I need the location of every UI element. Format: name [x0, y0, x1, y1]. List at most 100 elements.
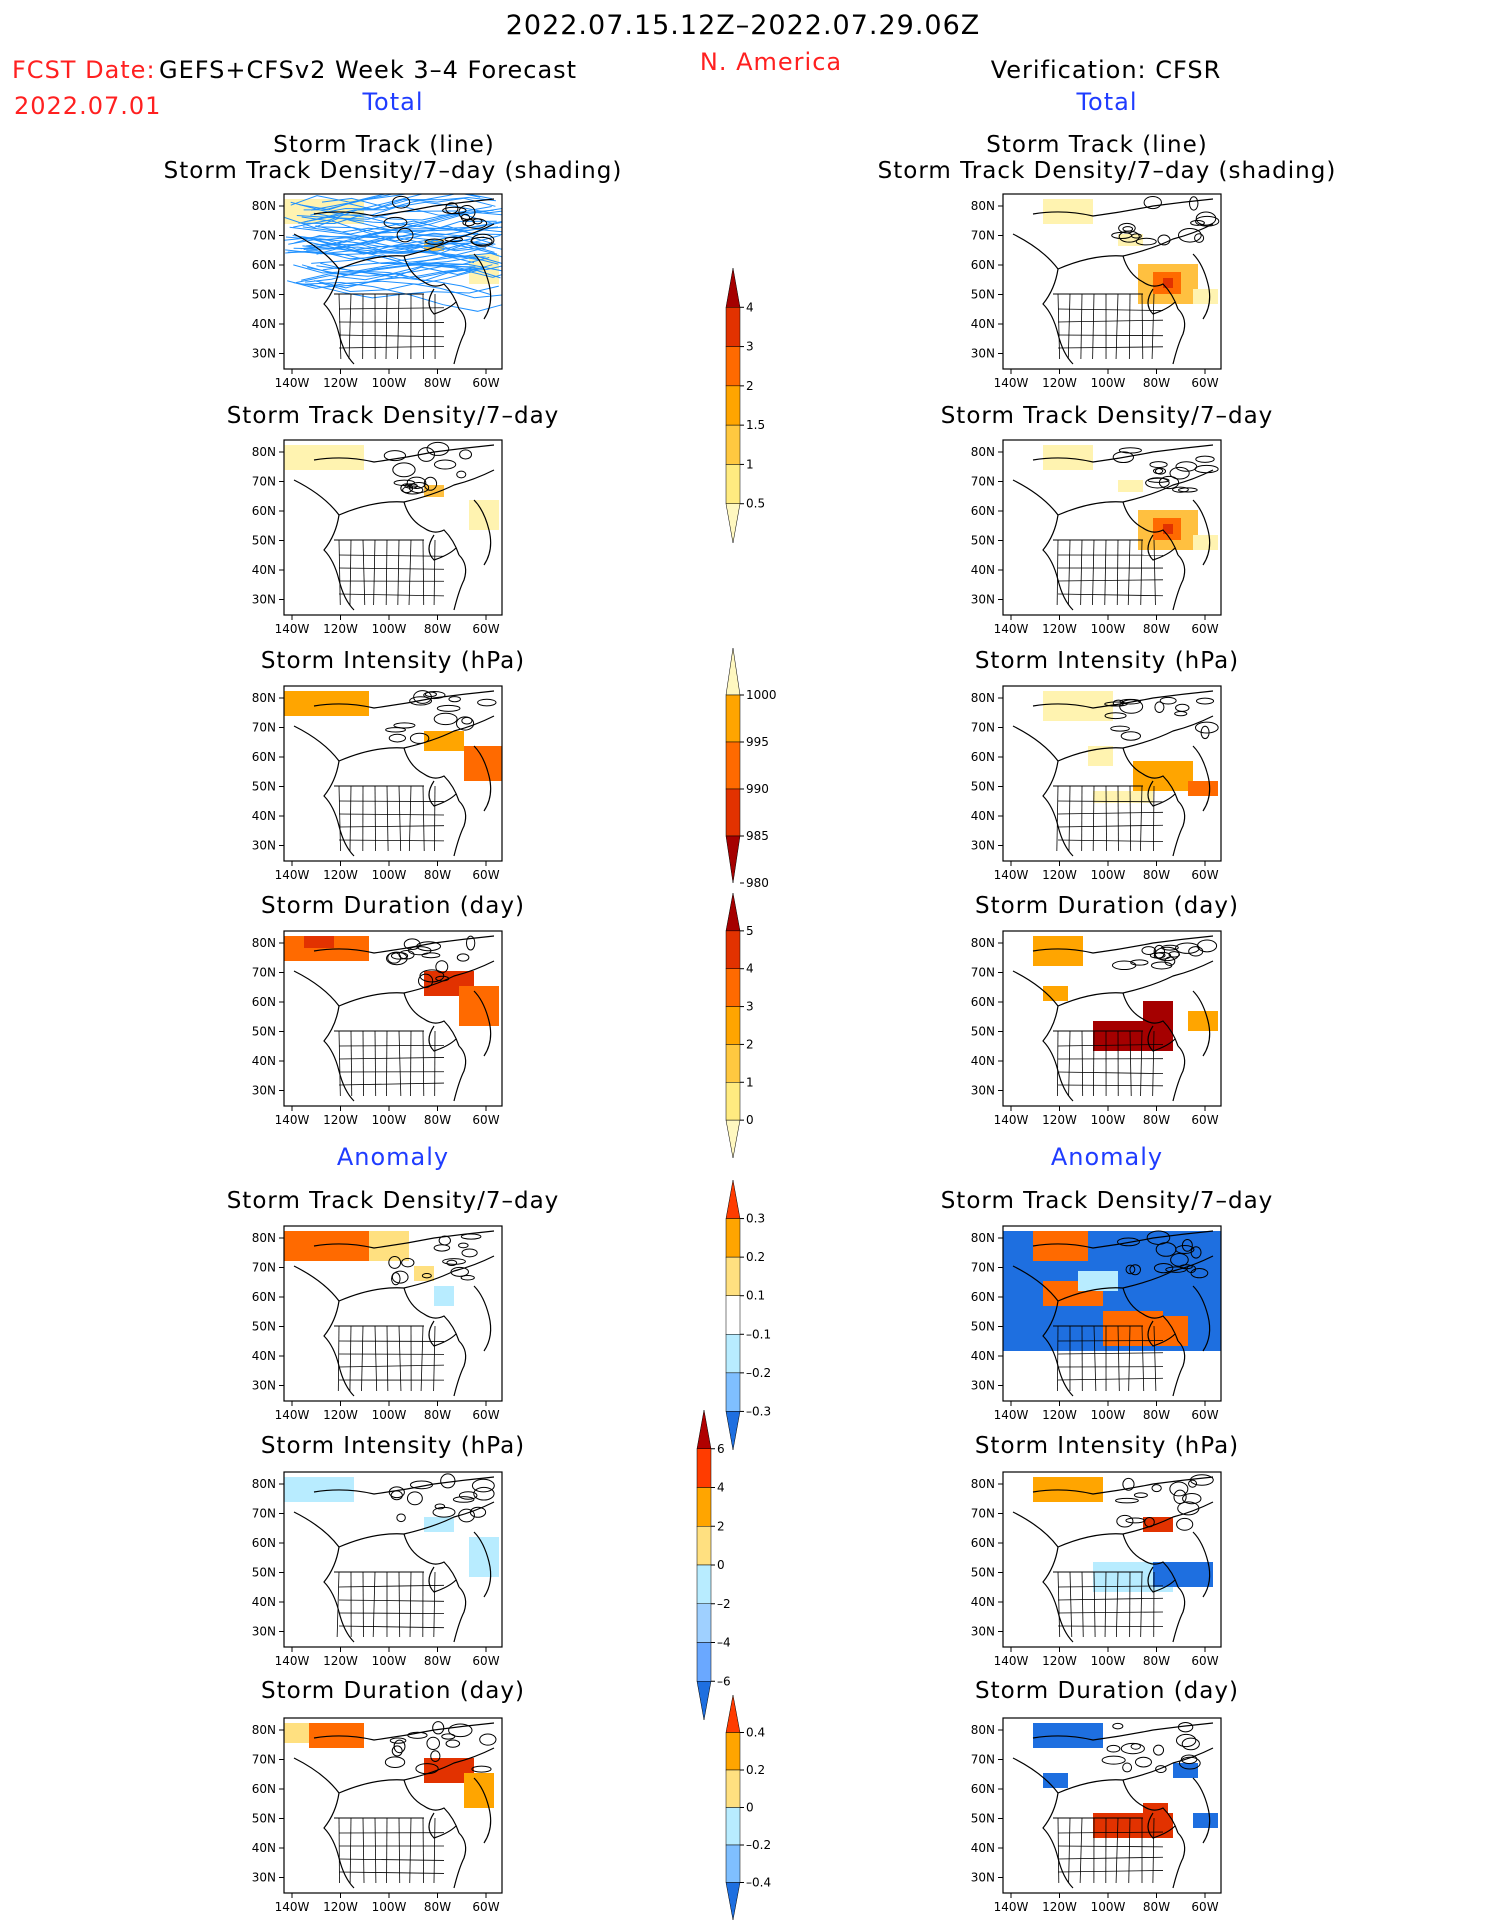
island: [1195, 211, 1217, 226]
state-line: [1057, 1377, 1164, 1381]
island: [1176, 1517, 1194, 1531]
storm-track-line: [303, 194, 493, 211]
lat-tick-label: 80N: [971, 1231, 995, 1245]
lon-tick-label: 100W: [1091, 1113, 1126, 1127]
lat-tick-label: 50N: [252, 1566, 276, 1580]
lat-tick-label: 70N: [971, 721, 995, 735]
map-right-3: 80N 70N 60N 50N 40N 30N 140W 120W 100W 80W 60W: [971, 930, 1222, 1127]
island: [1153, 1744, 1165, 1756]
island: [432, 1721, 445, 1735]
island: [1146, 1230, 1171, 1245]
lon-tick-label: 120W: [1042, 622, 1077, 636]
island: [1135, 237, 1157, 246]
state-line: [1068, 539, 1071, 606]
lon-tick-label: 60W: [472, 376, 499, 390]
state-line: [1153, 539, 1156, 606]
coastline: [1032, 1476, 1214, 1495]
lat-tick-label: 60N: [252, 258, 276, 272]
coastline: [453, 1340, 467, 1397]
state-line: [338, 554, 445, 557]
island: [407, 1731, 428, 1739]
coastline: [428, 1320, 457, 1347]
state-line: [1057, 1571, 1061, 1638]
lon-tick-label: 80W: [1143, 1408, 1170, 1422]
colorbar-cell: [725, 788, 741, 837]
coastline: [338, 469, 495, 516]
state-line: [1117, 1325, 1120, 1392]
map-frame: [1002, 685, 1222, 862]
map-right-5: 80N 70N 60N 50N 40N 30N 140W 120W 100W 80W 60W: [971, 1471, 1222, 1668]
panel-title-duration-anom-right: Storm Duration (day): [975, 1678, 1239, 1704]
state-line: [434, 785, 436, 852]
storm-track-line: [302, 220, 497, 233]
lon-tick-label: 140W: [994, 1408, 1029, 1422]
island: [1200, 725, 1210, 740]
colorbar-cell: [725, 1732, 741, 1771]
panel-title-intensity-left: Storm Intensity (hPa): [260, 648, 526, 674]
island: [1153, 944, 1166, 959]
colorbar-density-anom: 0.3 0.2 0.1 –0.1 –0.2 –0.3: [725, 1179, 771, 1451]
island: [1189, 1474, 1214, 1486]
island: [1181, 1737, 1200, 1751]
state-line: [374, 1030, 377, 1097]
island: [388, 1486, 405, 1499]
lon-tick-label: 80W: [424, 376, 451, 390]
lat-tick-label: 70N: [971, 1507, 995, 1521]
lon-tick-label: 100W: [372, 868, 407, 882]
colorbar-arrow-bottom: [696, 1681, 712, 1721]
map-inner: [1012, 935, 1218, 1102]
coastline: [1057, 715, 1214, 762]
lat-tick-label: 70N: [252, 1507, 276, 1521]
lon-tick-label: 100W: [1091, 1408, 1126, 1422]
coastline: [1172, 1586, 1186, 1643]
island: [1181, 1239, 1193, 1252]
lon-tick-label: 120W: [1042, 1113, 1077, 1127]
storm-track-line: [303, 234, 501, 262]
colorbar-label: 0.1: [746, 1289, 765, 1303]
colorbar-label: 1: [746, 457, 754, 471]
map-left-0: 80N 70N 60N 50N 40N 30N 140W 120W 100W 80W 60W: [252, 193, 503, 390]
state-line: [1116, 539, 1119, 606]
state-line: [362, 1030, 364, 1097]
lat-tick-label: 60N: [971, 258, 995, 272]
colorbar-label: 0.2: [746, 1763, 765, 1777]
coastline: [293, 233, 355, 365]
state-line: [433, 1325, 436, 1392]
state-line: [1056, 1030, 1059, 1097]
island: [1130, 959, 1149, 966]
state-line: [1057, 346, 1164, 349]
lat-tick-label: 50N: [252, 288, 276, 302]
island: [433, 1244, 451, 1252]
colorbar-cell: [725, 1082, 741, 1121]
island: [465, 935, 476, 951]
state-line: [338, 1364, 445, 1368]
map-frame: [283, 685, 503, 862]
state-line: [1057, 800, 1164, 803]
coastline: [313, 198, 495, 217]
state-line: [1151, 293, 1155, 360]
island: [477, 698, 497, 707]
coastline: [1032, 935, 1214, 954]
colorbar-cell: [725, 694, 741, 743]
island: [1116, 1514, 1134, 1528]
storm-track-line: [287, 251, 486, 264]
colorbar-label: 0: [746, 1801, 754, 1815]
panel-title-track-shading-right: Storm Track Density/7–day (shading): [877, 158, 1337, 184]
colorbar-label: 0.5: [746, 497, 765, 511]
coastline: [1192, 499, 1211, 566]
colorbar-cell: [725, 1807, 741, 1846]
lon-tick-label: 120W: [1042, 868, 1077, 882]
coastline: [1032, 198, 1214, 217]
island: [421, 952, 441, 959]
colorbar-cell: [696, 1448, 712, 1488]
island: [1151, 1484, 1162, 1493]
colorbar-label: 4: [746, 962, 754, 976]
island: [403, 938, 421, 951]
island: [1133, 1492, 1148, 1498]
lon-tick-label: 100W: [1091, 868, 1126, 882]
lon-tick-label: 120W: [1042, 1654, 1077, 1668]
island: [426, 1736, 440, 1750]
state-line: [373, 539, 376, 606]
island: [456, 953, 470, 962]
state-line: [1057, 811, 1164, 815]
